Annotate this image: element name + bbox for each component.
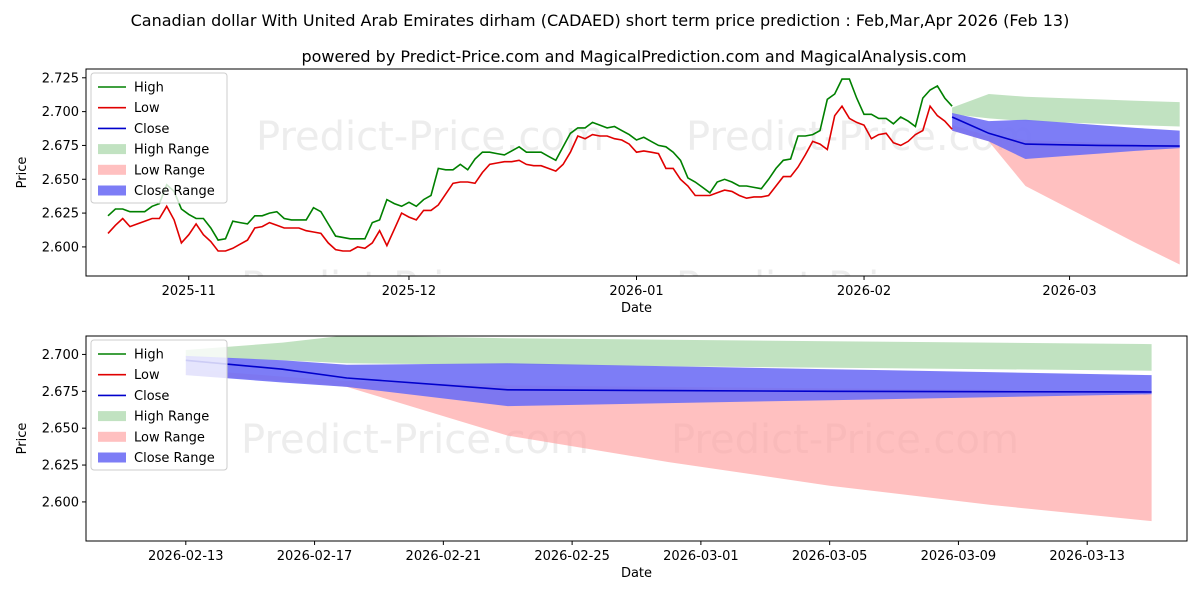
high-series-line bbox=[107, 78, 953, 241]
legend-swatch bbox=[98, 164, 126, 175]
plot-frame bbox=[85, 335, 1188, 542]
x-tick-label: 2025-12 bbox=[382, 284, 436, 299]
legend-label: High Range bbox=[134, 143, 209, 158]
legend-label: Low bbox=[134, 101, 160, 116]
y-axis-label: Price bbox=[15, 157, 30, 189]
x-tick-label: 2026-02-13 bbox=[148, 549, 224, 564]
y-tick-label: 2.675 bbox=[42, 385, 79, 400]
legend-label: Low Range bbox=[134, 430, 205, 445]
x-tick-label: 2026-02-21 bbox=[406, 549, 482, 564]
plot-area: Predict-Price.com Predict-Price.com Predic… bbox=[107, 78, 1180, 310]
y-tick-label: 2.700 bbox=[42, 348, 79, 363]
legend-label: Close bbox=[134, 389, 169, 404]
x-tick-label: 2026-03-09 bbox=[921, 549, 997, 564]
x-tick-label: 2026-03-01 bbox=[663, 549, 739, 564]
chart-subtitle: powered by Predict-Price.com and Magical… bbox=[301, 47, 966, 66]
chart-title: Canadian dollar With United Arab Emirate… bbox=[131, 11, 1070, 30]
legend-label: Close bbox=[134, 122, 169, 137]
x-axis-label: Date bbox=[621, 566, 652, 581]
legend-label: High bbox=[134, 81, 164, 96]
x-tick-label: 2026-02-17 bbox=[277, 549, 353, 564]
close-series-line bbox=[185, 359, 1152, 393]
x-axis-label: Date bbox=[621, 301, 652, 316]
x-tick-label: 2025-11 bbox=[162, 284, 216, 299]
legend-swatch bbox=[98, 411, 126, 422]
x-tick-label: 2026-03 bbox=[1042, 284, 1096, 299]
watermark: Predict-Price.com bbox=[676, 264, 1024, 310]
low-range-band bbox=[952, 125, 1180, 265]
legend-label: High Range bbox=[134, 410, 209, 425]
close-range-band bbox=[952, 113, 1180, 159]
high-range-band bbox=[185, 336, 1152, 371]
legend-label: Close Range bbox=[134, 184, 215, 199]
high-range-band bbox=[952, 94, 1180, 127]
y-tick-label: 2.600 bbox=[42, 495, 79, 510]
watermark: Predict-Price.com bbox=[256, 114, 604, 160]
y-axis-label: Price bbox=[15, 423, 30, 455]
close-range-band bbox=[185, 355, 1152, 407]
legend-label: High bbox=[134, 348, 164, 363]
x-tick-label: 2026-01 bbox=[609, 284, 663, 299]
low-range-band bbox=[185, 369, 1152, 522]
top-chart: Predict-Price.com Predict-Price.com Predic… bbox=[15, 68, 1188, 316]
y-tick-label: 2.625 bbox=[42, 459, 79, 474]
legend-swatch bbox=[98, 431, 126, 442]
legend-swatch bbox=[98, 144, 126, 155]
legend: High Low Close High Range Low Range Close Ran… bbox=[90, 339, 228, 471]
y-tick-label: 2.650 bbox=[42, 422, 79, 437]
legend-swatch bbox=[98, 452, 126, 463]
watermark: Predict-Price.com bbox=[241, 264, 589, 310]
x-tick-label: 2026-02 bbox=[837, 284, 891, 299]
y-tick-label: 2.725 bbox=[42, 71, 79, 86]
y-tick-label: 2.600 bbox=[42, 240, 79, 255]
x-tick-label: 2026-03-05 bbox=[792, 549, 868, 564]
legend-label: Low Range bbox=[134, 163, 205, 178]
low-series-line bbox=[107, 104, 953, 252]
x-tick-label: 2026-03-13 bbox=[1049, 549, 1125, 564]
legend-swatch bbox=[98, 185, 126, 196]
y-tick-label: 2.675 bbox=[42, 139, 79, 154]
y-tick-label: 2.625 bbox=[42, 207, 79, 222]
legend: High Low Close High Range Low Range Close Ran… bbox=[90, 72, 228, 204]
x-tick-label: 2026-02-25 bbox=[534, 549, 610, 564]
y-tick-label: 2.700 bbox=[42, 105, 79, 120]
close-series-line bbox=[951, 116, 1180, 147]
legend-label: Low bbox=[134, 368, 160, 383]
legend-label: Close Range bbox=[134, 451, 215, 466]
y-tick-label: 2.650 bbox=[42, 173, 79, 188]
